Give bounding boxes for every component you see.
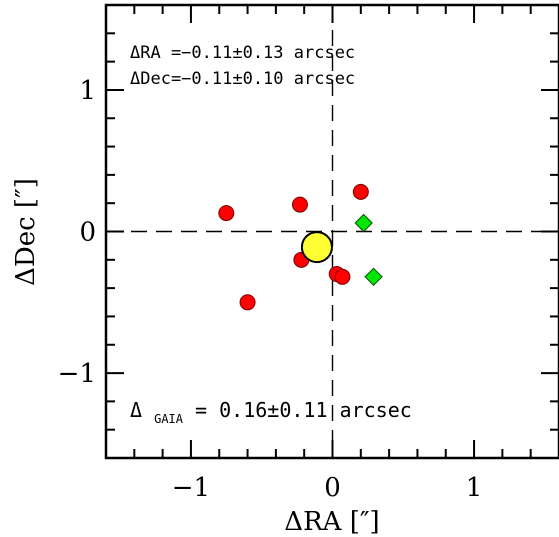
data-point-mean-offset bbox=[300, 231, 333, 264]
y-tick-label: 0 bbox=[79, 218, 96, 248]
y-tick-label: −1 bbox=[58, 359, 96, 389]
data-point-red bbox=[291, 196, 308, 213]
x-tick-label: 0 bbox=[324, 473, 341, 503]
x-axis-label: ΔRA [″] bbox=[284, 507, 379, 537]
axis-ticks bbox=[105, 4, 559, 459]
annotation-dec-offset: ΔDec=−0.11±0.10 arcsec bbox=[130, 69, 355, 89]
x-tick-label: −1 bbox=[172, 473, 210, 503]
x-tick-label: 1 bbox=[466, 473, 483, 503]
data-point-red bbox=[218, 205, 235, 222]
annotation-gaia-offset: Δ GAIA = 0.16±0.11 arcsec bbox=[130, 398, 412, 428]
data-point-red bbox=[352, 183, 369, 200]
data-point-red bbox=[239, 294, 256, 311]
data-point-green-diamond bbox=[364, 267, 383, 287]
y-axis-label: ΔDec [″] bbox=[11, 178, 41, 286]
data-points bbox=[218, 183, 383, 311]
gaia-subscript: GAIA bbox=[154, 412, 184, 426]
y-tick-label: 1 bbox=[79, 76, 96, 106]
gaia-value: = 0.16±0.11 arcsec bbox=[195, 398, 412, 422]
data-point-green-diamond bbox=[354, 213, 373, 233]
data-point-red bbox=[334, 268, 351, 285]
annotation-ra-offset: ΔRA =−0.11±0.13 arcsec bbox=[130, 43, 355, 63]
tick-labels: −1 0 1 −1 0 1 bbox=[58, 76, 483, 503]
reference-lines bbox=[106, 5, 559, 458]
gaia-delta-symbol: Δ bbox=[130, 398, 142, 422]
